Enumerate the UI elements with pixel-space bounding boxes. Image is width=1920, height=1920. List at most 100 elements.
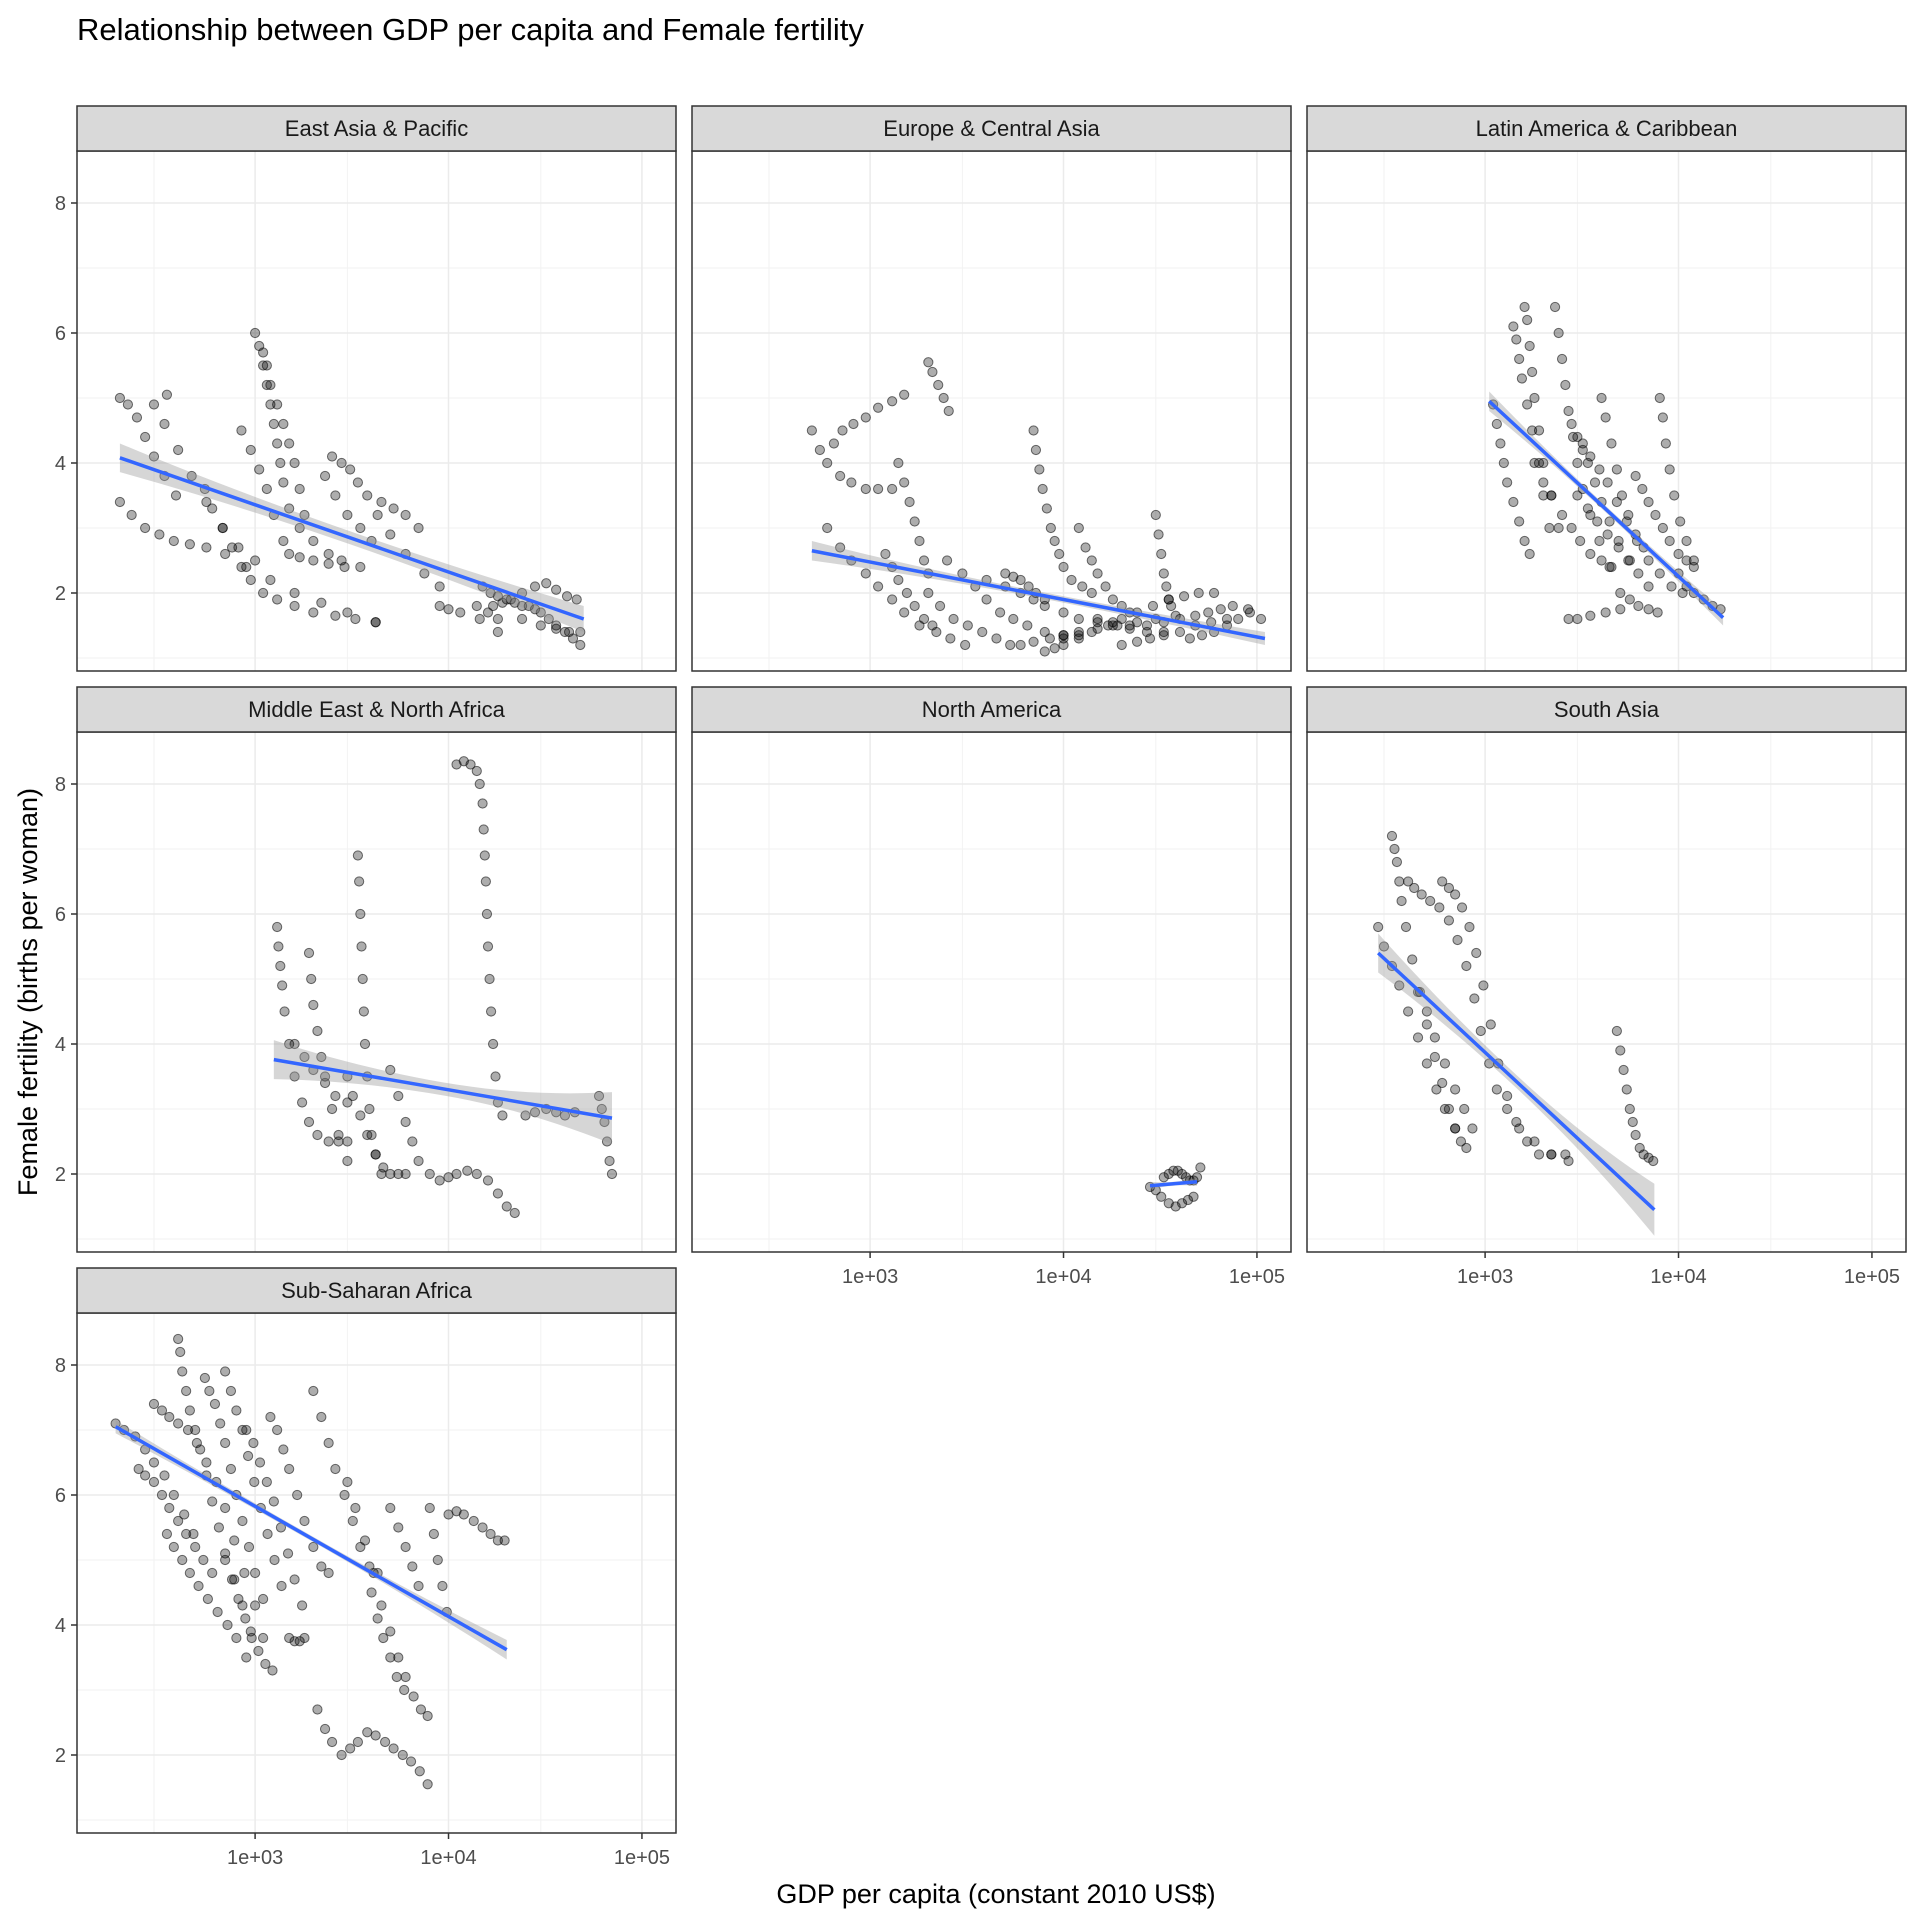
- data-point: [245, 574, 256, 586]
- data-point: [250, 555, 261, 566]
- data-point: [217, 522, 228, 534]
- data-point: [1585, 451, 1596, 462]
- data-point: [1675, 516, 1686, 527]
- data-point: [1577, 438, 1588, 449]
- data-point: [1124, 623, 1135, 634]
- data-point: [339, 561, 350, 573]
- data-point: [887, 483, 898, 495]
- data-point: [1533, 1149, 1545, 1160]
- data-point: [173, 1418, 184, 1429]
- data-point: [173, 444, 184, 456]
- data-point: [1244, 607, 1256, 618]
- facet-panel-sub-saharan-africa: Sub-Saharan Africa 2 4 6 8 1e+03 1e+04 1e+05: [55, 1267, 677, 1869]
- data-point: [1618, 1064, 1629, 1076]
- data-point: [131, 412, 143, 423]
- data-point: [873, 483, 884, 495]
- data-point: [1637, 483, 1648, 495]
- data-point: [299, 1515, 310, 1527]
- data-point: [1669, 490, 1680, 501]
- confidence-ribbon: [273, 1040, 612, 1145]
- data-point: [316, 597, 327, 608]
- fit-line: [1149, 1180, 1198, 1188]
- data-point: [860, 568, 871, 579]
- data-point: [370, 617, 381, 628]
- x-tick-label: 1e+03: [1457, 1266, 1513, 1288]
- facet-strip: [1306, 105, 1907, 152]
- data-point: [289, 600, 300, 612]
- data-point: [1077, 581, 1088, 592]
- data-point: [1045, 522, 1056, 534]
- data-point: [326, 1103, 338, 1115]
- data-point: [272, 921, 283, 933]
- data-point: [1475, 1025, 1486, 1037]
- data-point: [148, 1457, 160, 1468]
- data-point: [414, 1766, 425, 1777]
- data-point: [250, 1567, 261, 1579]
- data-point: [1008, 613, 1019, 625]
- data-point: [428, 1528, 439, 1540]
- data-point: [359, 1038, 371, 1050]
- data-point: [198, 1554, 209, 1566]
- data-point: [306, 973, 317, 985]
- data-point: [1037, 483, 1048, 495]
- data-point: [222, 1619, 233, 1631]
- data-point: [261, 360, 272, 371]
- data-point: [1459, 1103, 1470, 1115]
- data-point: [501, 1201, 512, 1212]
- fit-line: [811, 549, 1266, 641]
- data-point: [1527, 366, 1538, 378]
- data-point: [407, 1136, 418, 1147]
- data-point: [451, 1168, 462, 1180]
- data-point: [835, 470, 846, 482]
- data-point: [887, 396, 898, 407]
- data-point: [899, 607, 910, 618]
- facet-panel-europe-and-central-asia: Europe & Central Asia: [691, 105, 1292, 672]
- data-point: [1425, 895, 1436, 907]
- data-point: [388, 1743, 399, 1754]
- data-point: [308, 535, 319, 547]
- data-point: [462, 1165, 473, 1176]
- data-point: [357, 973, 368, 985]
- data-point: [1594, 535, 1605, 547]
- data-point: [250, 1600, 261, 1611]
- data-point: [181, 1528, 192, 1540]
- data-point: [231, 1405, 242, 1416]
- data-point: [1491, 418, 1502, 430]
- data-point: [159, 1470, 170, 1481]
- data-point: [1434, 902, 1445, 913]
- data-point: [173, 1515, 184, 1527]
- fit-line: [273, 1057, 613, 1120]
- data-point: [1416, 889, 1427, 900]
- data-point: [1648, 1155, 1659, 1167]
- data-point: [1508, 321, 1519, 332]
- data-point: [1005, 639, 1016, 651]
- data-point: [880, 548, 891, 560]
- data-point: [148, 399, 160, 410]
- data-point: [245, 444, 256, 456]
- data-point: [209, 1398, 221, 1410]
- data-point: [509, 1207, 520, 1219]
- data-point: [1116, 639, 1127, 651]
- data-point: [207, 1567, 218, 1579]
- data-point: [376, 1600, 387, 1611]
- y-tick-label: 6: [55, 904, 66, 926]
- data-point: [250, 327, 261, 339]
- data-point: [478, 824, 489, 835]
- data-point: [191, 1437, 202, 1449]
- data-point: [393, 1652, 404, 1663]
- data-point: [535, 607, 546, 618]
- data-point: [1450, 1123, 1461, 1134]
- data-point: [407, 1561, 418, 1572]
- data-point: [1443, 882, 1455, 894]
- data-point: [393, 1090, 404, 1102]
- data-point: [1514, 353, 1525, 365]
- data-point: [541, 578, 552, 589]
- data-point: [148, 1398, 160, 1410]
- data-point: [485, 1006, 497, 1017]
- facet-strip-label: Sub-Saharan Africa: [281, 1278, 473, 1303]
- data-point: [378, 1632, 389, 1644]
- data-point: [487, 1038, 499, 1050]
- data-point: [413, 522, 424, 534]
- data-point: [1147, 600, 1159, 612]
- data-point: [1600, 607, 1611, 618]
